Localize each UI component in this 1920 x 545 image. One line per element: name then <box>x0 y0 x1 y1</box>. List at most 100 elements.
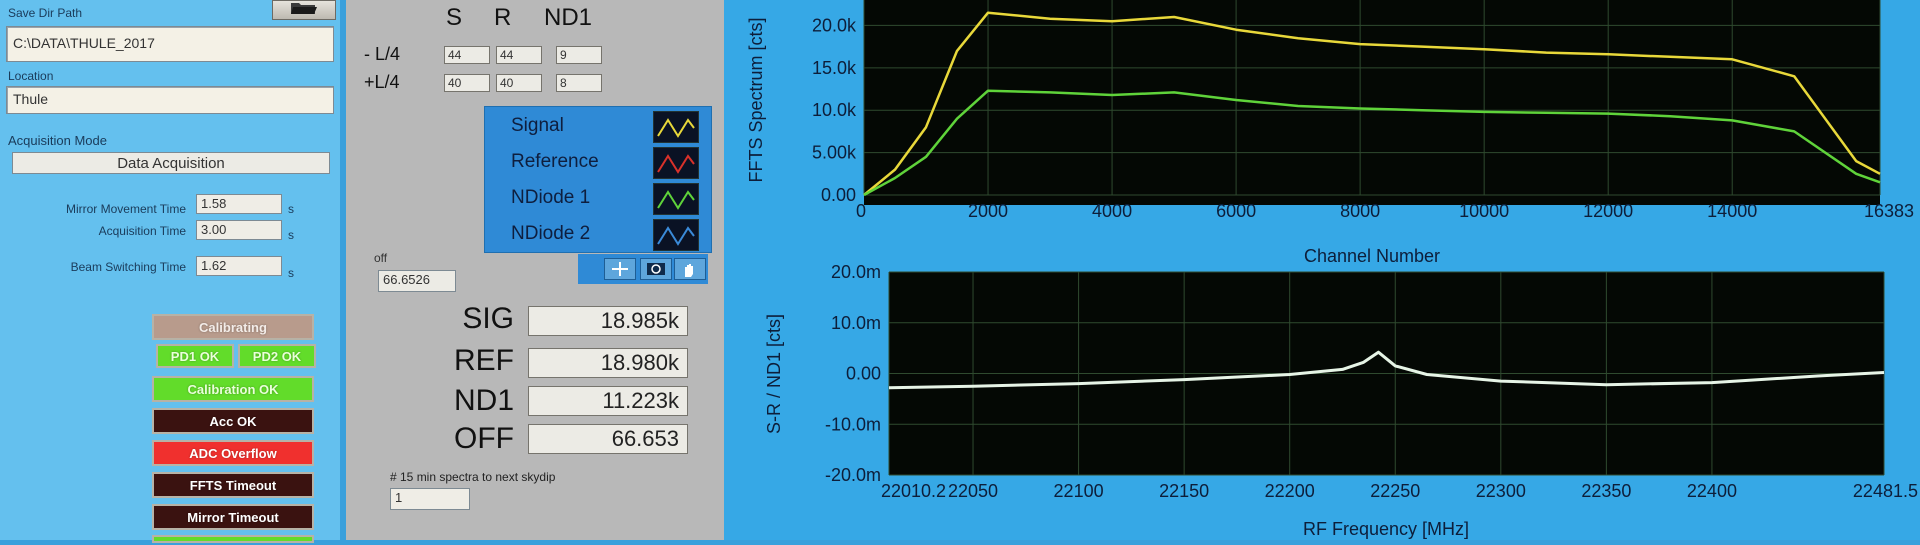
x-tick-label: 14000 <box>1707 201 1757 221</box>
reference-line-icon[interactable] <box>653 147 699 179</box>
nd1-value: 11.223k <box>528 386 688 416</box>
ref-value: 18.980k <box>528 348 688 378</box>
x-tick-label: 0 <box>856 201 866 221</box>
ffts-spectrum-plot[interactable]: 0.00 5.00k 10.0k 15.0k 20.0k 0 2000 4000 6000 80… <box>746 0 1914 266</box>
table-cell: 8 <box>556 74 602 92</box>
series-line-ratio <box>888 350 1885 390</box>
x-tick-label: 22150 <box>1159 481 1209 501</box>
browse-folder-button[interactable] <box>272 0 336 20</box>
calibrating-indicator: Calibrating <box>152 314 314 340</box>
zoom-button[interactable] <box>640 258 672 280</box>
x-tick-label: 22010.2 <box>881 481 946 501</box>
series-line-ndiode-1 <box>863 89 1881 197</box>
off-label: off <box>374 251 388 265</box>
x-tick-label: 22250 <box>1370 481 1420 501</box>
beam-time-unit: s <box>288 266 294 280</box>
status-indicator-partial <box>152 535 314 543</box>
folder-icon <box>289 0 319 21</box>
x-tick-label: 6000 <box>1216 201 1256 221</box>
x-tick-label: 8000 <box>1340 201 1380 221</box>
settings-panel: Save Dir Path C:\DATA\THULE_2017 Locatio… <box>0 0 340 543</box>
pd2-ok-indicator: PD2 OK <box>238 344 316 368</box>
y-tick-label: 0.00 <box>846 364 881 384</box>
save-dir-field[interactable]: C:\DATA\THULE_2017 <box>6 26 334 62</box>
series-line-signal <box>863 11 1881 196</box>
table-cell: 40 <box>496 74 542 92</box>
row-label-plus-l4: +L/4 <box>364 72 400 92</box>
y-tick-label: -10.0m <box>825 414 881 434</box>
mirror-time-label: Mirror Movement Time <box>65 202 186 216</box>
y-tick-label: 0.00 <box>821 185 856 205</box>
plot-legend[interactable]: Signal Reference NDiode 1 NDiode 2 <box>484 106 712 253</box>
top-y-axis-label: FFTS Spectrum [cts] <box>746 17 766 182</box>
row-label-minus-l4: - L/4 <box>364 44 401 64</box>
acc-ok-indicator: Acc OK <box>152 408 314 434</box>
col-header-r: R <box>494 4 512 31</box>
x-tick-label: 22200 <box>1265 481 1315 501</box>
acq-mode-label: Acquisition Mode <box>8 133 107 148</box>
skydip-field[interactable]: 1 <box>390 488 470 510</box>
pan-hand-button[interactable] <box>674 258 706 280</box>
y-tick-label: 20.0m <box>831 262 881 282</box>
sig-label: SIG <box>462 302 514 335</box>
table-cell: 9 <box>556 46 602 64</box>
table-cell: 44 <box>496 46 542 64</box>
location-label: Location <box>8 69 54 83</box>
chart-area: 0.00 5.00k 10.0k 15.0k 20.0k 0 2000 4000 6000 80… <box>724 0 1920 540</box>
charts-svg: 0.00 5.00k 10.0k 15.0k 20.0k 0 2000 4000 6000 80… <box>746 0 1918 539</box>
acq-mode-select[interactable]: Data Acquisition <box>12 152 330 174</box>
off-field[interactable]: 66.6526 <box>378 270 456 292</box>
mirror-time-field[interactable]: 1.58 <box>196 194 282 214</box>
off-readout-value: 66.653 <box>528 424 688 454</box>
x-tick-label: 22350 <box>1581 481 1631 501</box>
table-cell: 40 <box>444 74 490 92</box>
x-tick-label: 10000 <box>1459 201 1509 221</box>
crosshair-cursor-button[interactable] <box>604 258 636 280</box>
x-tick-label: 22050 <box>948 481 998 501</box>
legend-label-signal: Signal <box>511 115 564 136</box>
col-header-s: S <box>446 4 463 31</box>
y-tick-label: 20.0k <box>812 15 857 35</box>
ndiode1-line-icon[interactable] <box>653 183 699 215</box>
top-x-axis-label: Channel Number <box>1304 246 1440 266</box>
x-tick-label: 22300 <box>1476 481 1526 501</box>
legend-label-ndiode2: NDiode 2 <box>511 223 591 244</box>
off-readout-label: OFF <box>454 422 514 455</box>
acq-time-field[interactable]: 3.00 <box>196 220 282 240</box>
y-tick-label: -20.0m <box>825 465 881 485</box>
ndiode2-line-icon[interactable] <box>653 219 699 251</box>
acq-time-unit: s <box>288 228 294 242</box>
beam-time-field[interactable]: 1.62 <box>196 256 282 276</box>
legend-label-ndiode1: NDiode 1 <box>511 187 591 208</box>
signal-line-icon[interactable] <box>653 111 699 143</box>
bottom-y-axis-label: S-R / ND1 [cts] <box>764 314 784 434</box>
x-tick-label: 12000 <box>1583 201 1633 221</box>
x-tick-label: 4000 <box>1092 201 1132 221</box>
mirror-time-unit: s <box>288 202 294 216</box>
table-cell: 44 <box>444 46 490 64</box>
mirror-timeout-indicator: Mirror Timeout <box>152 504 314 530</box>
x-tick-label: 22481.5 <box>1853 481 1918 501</box>
sig-value: 18.985k <box>528 306 688 336</box>
calibration-ok-indicator: Calibration OK <box>152 376 314 402</box>
y-tick-label: 10.0k <box>812 100 857 120</box>
legend-label-reference: Reference <box>511 151 599 172</box>
save-dir-label: Save Dir Path <box>8 6 83 20</box>
pd1-ok-indicator: PD1 OK <box>156 344 234 368</box>
skydip-label: # 15 min spectra to next skydip <box>390 470 556 484</box>
ffts-timeout-indicator: FFTS Timeout <box>152 472 314 498</box>
graph-palette <box>578 254 708 284</box>
y-tick-label: 10.0m <box>831 313 881 333</box>
ratio-spectrum-plot[interactable]: -20.0m -10.0m 0.00 10.0m 20.0m 22010.2 22050 2… <box>764 262 1918 539</box>
x-tick-label: 16383 <box>1864 201 1914 221</box>
y-tick-label: 15.0k <box>812 58 857 78</box>
acq-time-label: Acquisition Time <box>98 224 186 238</box>
nd1-label: ND1 <box>453 384 514 417</box>
x-tick-label: 22400 <box>1687 481 1737 501</box>
x-tick-label: 22100 <box>1054 481 1104 501</box>
location-field[interactable]: Thule <box>6 86 334 114</box>
y-tick-label: 5.00k <box>812 143 857 163</box>
ref-label: REF <box>454 344 514 377</box>
col-header-nd1: ND1 <box>544 4 593 31</box>
top-plot-background <box>864 0 1880 205</box>
